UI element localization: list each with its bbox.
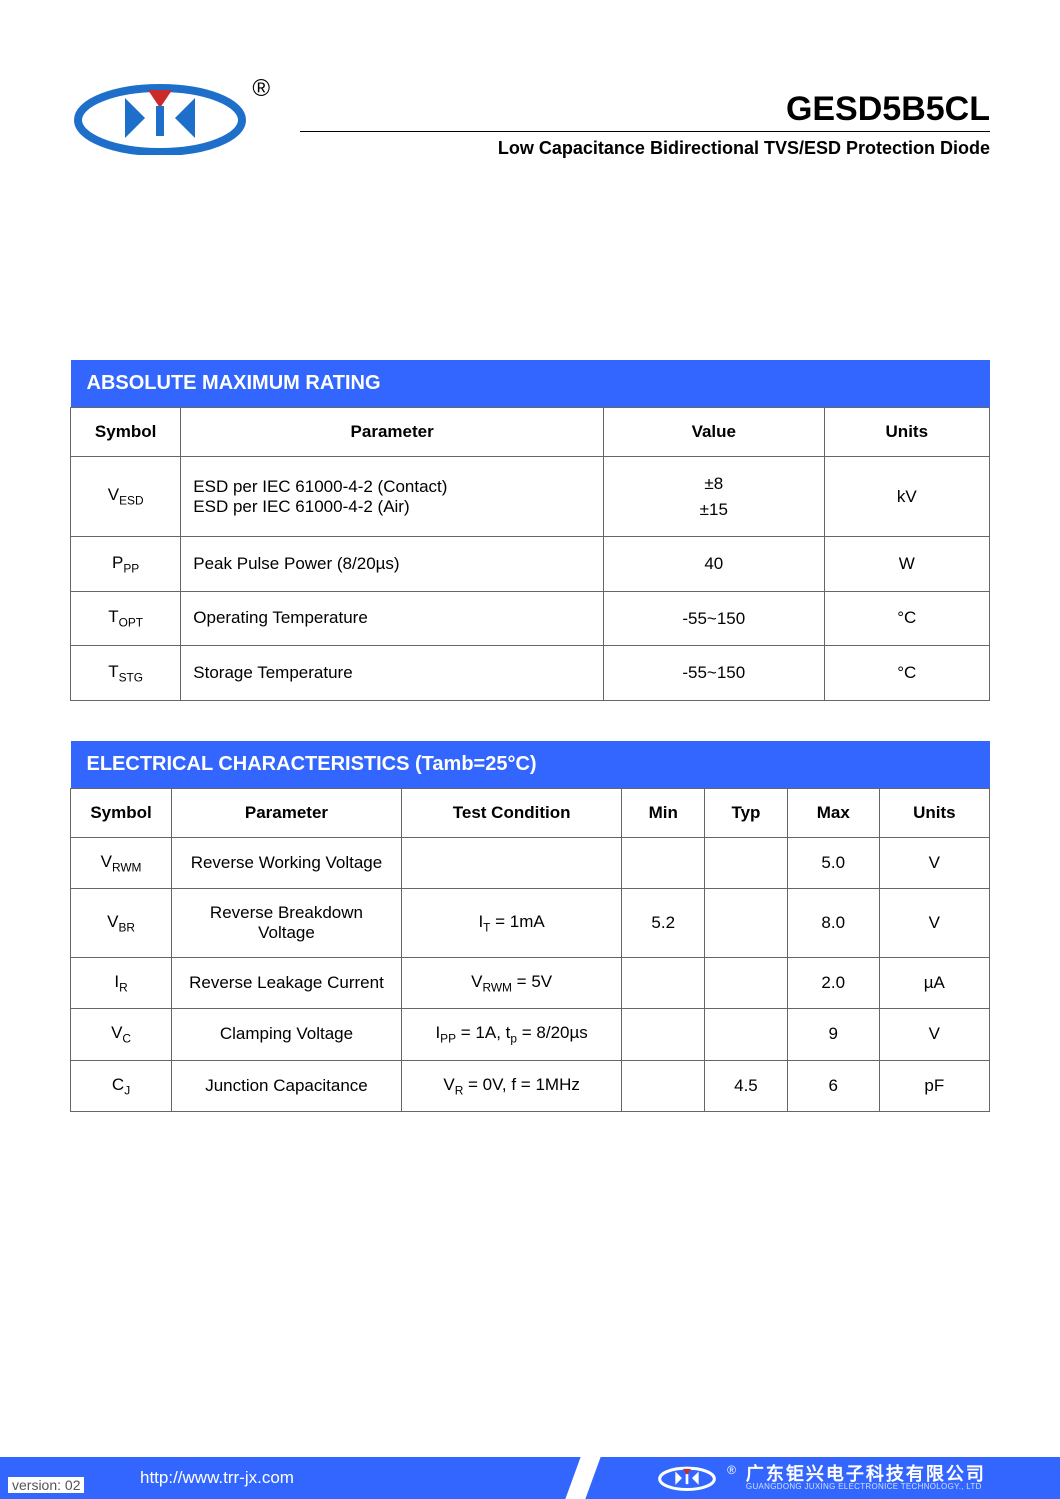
absolute-maximum-rating-table: ABSOLUTE MAXIMUM RATING SymbolParameterV… xyxy=(70,360,990,701)
cell-condition: VR = 0V, f = 1MHz xyxy=(401,1060,622,1111)
cell-value: ±8±15 xyxy=(604,457,825,537)
cell-typ xyxy=(705,837,788,888)
cell-typ: 4.5 xyxy=(705,1060,788,1111)
table-row: TOPTOperating Temperature-55~150°C xyxy=(71,591,990,646)
cell-symbol: TOPT xyxy=(71,591,181,646)
table-row: VESDESD per IEC 61000-4-2 (Contact)ESD p… xyxy=(71,457,990,537)
cell-value: 40 xyxy=(604,537,825,592)
table-row: TSTGStorage Temperature-55~150°C xyxy=(71,646,990,701)
cell-parameter: Peak Pulse Power (8/20µs) xyxy=(181,537,604,592)
cell-condition xyxy=(401,837,622,888)
cell-units: V xyxy=(879,888,989,957)
cell-symbol: VBR xyxy=(71,888,172,957)
table1-title: ABSOLUTE MAXIMUM RATING xyxy=(71,360,990,408)
cell-parameter: ESD per IEC 61000-4-2 (Contact)ESD per I… xyxy=(181,457,604,537)
cell-min xyxy=(622,1060,705,1111)
title-area: GESD5B5CL Low Capacitance Bidirectional … xyxy=(300,80,990,159)
cell-condition: VRWM = 5V xyxy=(401,957,622,1008)
footer-company-en: GUANGDONG JUXING ELECTRONICE TECHNOLOGY.… xyxy=(746,1483,986,1491)
cell-min: 5.2 xyxy=(622,888,705,957)
table-row: VCClamping VoltageIPP = 1A, tp = 8/20µs 9… xyxy=(71,1009,990,1060)
table2-colhead: Max xyxy=(787,788,879,837)
electrical-characteristics-table: ELECTRICAL CHARACTERISTICS (Tamb=25°C) S… xyxy=(70,741,990,1113)
table-row: CJJunction CapacitanceVR = 0V, f = 1MHz 4… xyxy=(71,1060,990,1111)
cell-max: 5.0 xyxy=(787,837,879,888)
cell-condition: IPP = 1A, tp = 8/20µs xyxy=(401,1009,622,1060)
cell-condition: IT = 1mA xyxy=(401,888,622,957)
footer-company-area: ® 广东钜兴电子科技有限公司 GUANGDONG JUXING ELECTRON… xyxy=(583,1457,1060,1499)
cell-parameter: Reverse Working Voltage xyxy=(172,837,402,888)
company-logo: ® xyxy=(70,80,270,160)
cell-units: °C xyxy=(824,591,989,646)
content-area: ABSOLUTE MAXIMUM RATING SymbolParameterV… xyxy=(0,160,1060,1112)
cell-parameter: Operating Temperature xyxy=(181,591,604,646)
footer-company-cn: 广东钜兴电子科技有限公司 xyxy=(746,1465,986,1483)
title-rule xyxy=(300,131,990,132)
cell-units: °C xyxy=(824,646,989,701)
cell-typ xyxy=(705,1009,788,1060)
cell-parameter: Reverse Leakage Current xyxy=(172,957,402,1008)
cell-min xyxy=(622,1009,705,1060)
cell-min xyxy=(622,957,705,1008)
cell-symbol: TSTG xyxy=(71,646,181,701)
table2-colhead: Min xyxy=(622,788,705,837)
cell-value: -55~150 xyxy=(604,646,825,701)
cell-symbol: VC xyxy=(71,1009,172,1060)
table2-colhead: Symbol xyxy=(71,788,172,837)
table-row: IRReverse Leakage CurrentVRWM = 5V 2.0µA xyxy=(71,957,990,1008)
logo-icon xyxy=(70,80,250,155)
registered-mark: ® xyxy=(252,75,270,103)
footer-reg-mark: ® xyxy=(727,1463,736,1477)
part-number: GESD5B5CL xyxy=(300,90,990,129)
footer-url: http://www.trr-jx.com xyxy=(140,1468,294,1488)
cell-max: 8.0 xyxy=(787,888,879,957)
table-row: PPPPeak Pulse Power (8/20µs)40W xyxy=(71,537,990,592)
cell-max: 9 xyxy=(787,1009,879,1060)
cell-parameter: Storage Temperature xyxy=(181,646,604,701)
cell-parameter: Clamping Voltage xyxy=(172,1009,402,1060)
table2-colhead: Typ xyxy=(705,788,788,837)
cell-units: kV xyxy=(824,457,989,537)
cell-typ xyxy=(705,888,788,957)
cell-symbol: VRWM xyxy=(71,837,172,888)
footer-company-name: 广东钜兴电子科技有限公司 GUANGDONG JUXING ELECTRONIC… xyxy=(746,1465,986,1491)
table1-colhead: Parameter xyxy=(181,408,604,457)
table2-colhead: Units xyxy=(879,788,989,837)
footer-url-area: http://www.trr-jx.com xyxy=(0,1457,583,1499)
cell-parameter: Junction Capacitance xyxy=(172,1060,402,1111)
cell-units: V xyxy=(879,1009,989,1060)
cell-typ xyxy=(705,957,788,1008)
cell-symbol: PPP xyxy=(71,537,181,592)
table-row: VBRReverse Breakdown VoltageIT = 1mA5.2 8… xyxy=(71,888,990,957)
cell-symbol: VESD xyxy=(71,457,181,537)
cell-max: 6 xyxy=(787,1060,879,1111)
cell-parameter: Reverse Breakdown Voltage xyxy=(172,888,402,957)
table2-colhead: Parameter xyxy=(172,788,402,837)
subtitle: Low Capacitance Bidirectional TVS/ESD Pr… xyxy=(300,138,990,159)
cell-symbol: IR xyxy=(71,957,172,1008)
cell-units: pF xyxy=(879,1060,989,1111)
cell-max: 2.0 xyxy=(787,957,879,1008)
cell-value: -55~150 xyxy=(604,591,825,646)
table2-colhead: Test Condition xyxy=(401,788,622,837)
cell-units: µA xyxy=(879,957,989,1008)
footer-logo-icon xyxy=(657,1464,717,1492)
table1-colhead: Value xyxy=(604,408,825,457)
table2-title: ELECTRICAL CHARACTERISTICS (Tamb=25°C) xyxy=(71,741,990,789)
cell-units: V xyxy=(879,837,989,888)
cell-min xyxy=(622,837,705,888)
page-header: ® GESD5B5CL Low Capacitance Bidirectiona… xyxy=(0,0,1060,160)
table1-colhead: Symbol xyxy=(71,408,181,457)
page-footer: http://www.trr-jx.com ® 广东钜兴电子科技有限公司 GUA… xyxy=(0,1457,1060,1499)
cell-symbol: CJ xyxy=(71,1060,172,1111)
cell-units: W xyxy=(824,537,989,592)
table1-colhead: Units xyxy=(824,408,989,457)
table-row: VRWMReverse Working Voltage 5.0V xyxy=(71,837,990,888)
version-label: version: 02 xyxy=(8,1477,84,1493)
